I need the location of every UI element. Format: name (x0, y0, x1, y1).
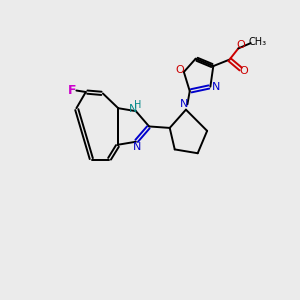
Text: CH₃: CH₃ (248, 37, 266, 47)
Text: N: N (129, 104, 138, 114)
Text: H: H (134, 100, 141, 110)
Text: O: O (236, 40, 245, 50)
Text: O: O (175, 65, 184, 76)
Text: N: N (212, 82, 220, 92)
Text: N: N (133, 142, 141, 152)
Text: F: F (68, 84, 76, 97)
Text: O: O (240, 66, 249, 76)
Text: N: N (180, 99, 189, 110)
